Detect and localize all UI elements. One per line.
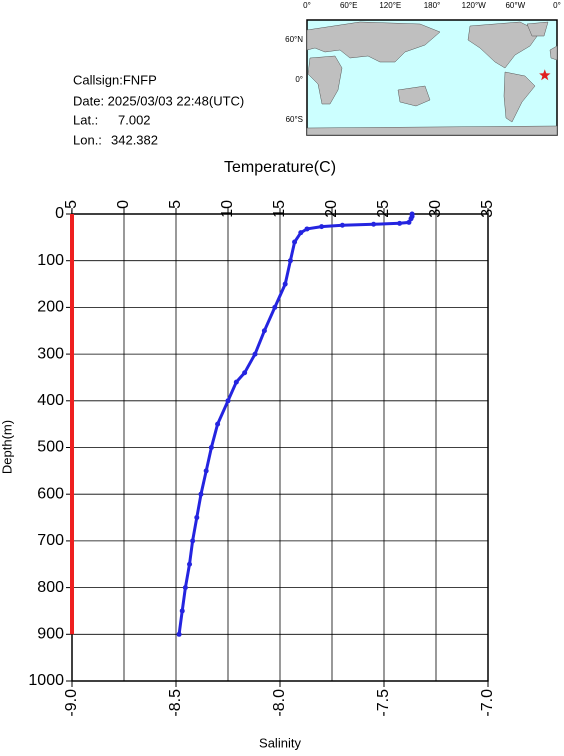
map-lon-label: 120°W bbox=[462, 1, 487, 10]
y-tick-label: 900 bbox=[37, 626, 64, 643]
y-tick-label: 100 bbox=[37, 252, 64, 269]
profile-point bbox=[194, 515, 200, 521]
date: Date: 2025/03/03 22:48(UTC) bbox=[73, 93, 244, 108]
x-tick-label: 5 bbox=[167, 200, 184, 209]
profile-point bbox=[208, 445, 214, 450]
x2-axis-title: Salinity bbox=[259, 735, 301, 750]
lat-value: 7.002 bbox=[118, 112, 151, 127]
profile-point bbox=[292, 239, 298, 245]
map-lat-label: 60°N bbox=[285, 35, 303, 44]
profile-point bbox=[371, 221, 377, 227]
x-axis-title: Temperature(C) bbox=[224, 159, 336, 176]
profile-point bbox=[215, 421, 221, 427]
y-tick-label: 0 bbox=[55, 205, 64, 222]
map-lon-label: 0° bbox=[303, 1, 311, 10]
y-axis-title: Depth(m) bbox=[0, 420, 14, 474]
x2-tick-label: -8.5 bbox=[167, 689, 184, 717]
lon-label: Lon.: bbox=[73, 132, 102, 147]
profile-point bbox=[233, 379, 239, 385]
lon-value: 342.382 bbox=[111, 132, 158, 147]
y-tick-label: 1000 bbox=[28, 672, 64, 689]
x-tick-label: 25 bbox=[375, 200, 392, 218]
lat-label: Lat.: bbox=[73, 112, 98, 127]
x-tick-label: 30 bbox=[427, 200, 444, 218]
profile-point bbox=[298, 230, 304, 236]
profile-point bbox=[176, 631, 182, 637]
profile-point bbox=[252, 351, 258, 357]
map bbox=[306, 19, 558, 136]
profile-point bbox=[397, 220, 403, 226]
profile-point bbox=[242, 370, 248, 376]
y-tick-label: 200 bbox=[37, 299, 64, 316]
profile-point bbox=[187, 561, 193, 567]
x2-tick-label: -8.0 bbox=[271, 689, 288, 717]
profile-point bbox=[225, 398, 231, 404]
map-lon-label: 0° bbox=[553, 1, 561, 10]
map-lon-label: 60°W bbox=[505, 1, 525, 10]
map-lon-label: 120°E bbox=[379, 1, 401, 10]
x-tick-label: 20 bbox=[323, 200, 340, 218]
profile-line bbox=[177, 214, 414, 635]
profile-point bbox=[261, 328, 267, 334]
profile-point bbox=[339, 222, 345, 228]
profile-point bbox=[179, 608, 185, 614]
x-tick-label: 15 bbox=[271, 200, 288, 218]
profile-point bbox=[319, 224, 325, 230]
map-lat-label: 0° bbox=[295, 75, 303, 84]
land bbox=[306, 21, 558, 136]
map-lon-label: 60°E bbox=[340, 1, 357, 10]
position-marker bbox=[539, 69, 551, 81]
profile-point bbox=[272, 304, 278, 310]
y-tick-label: 700 bbox=[37, 532, 64, 549]
profile-point bbox=[182, 585, 188, 591]
profile-point bbox=[198, 491, 204, 497]
profile-point bbox=[304, 226, 310, 232]
y-tick-label: 800 bbox=[37, 579, 64, 596]
map-lat-label: 60°S bbox=[286, 115, 303, 124]
y-tick-label: 500 bbox=[37, 439, 64, 456]
profile-point bbox=[203, 468, 209, 474]
profile-point bbox=[282, 281, 288, 287]
callsign: Callsign:FNFP bbox=[73, 72, 157, 87]
profile-point bbox=[406, 219, 412, 225]
profile-point bbox=[287, 258, 293, 264]
x-tick-label: 35 bbox=[479, 200, 496, 218]
y-tick-label: 600 bbox=[37, 485, 64, 502]
x2-tick-label: -7.5 bbox=[375, 689, 392, 717]
y-tick-label: 400 bbox=[37, 392, 64, 409]
x-tick-label: 10 bbox=[219, 200, 236, 218]
x-tick-label: 0 bbox=[115, 200, 132, 209]
y-tick-label: 300 bbox=[37, 345, 64, 362]
profile-point bbox=[190, 538, 196, 544]
profile-point bbox=[408, 216, 414, 222]
x2-tick-label: -7.0 bbox=[479, 689, 496, 717]
x2-tick-label: -9.0 bbox=[63, 689, 80, 717]
x-tick-label: -5 bbox=[63, 200, 80, 214]
map-lon-label: 180° bbox=[424, 1, 441, 10]
